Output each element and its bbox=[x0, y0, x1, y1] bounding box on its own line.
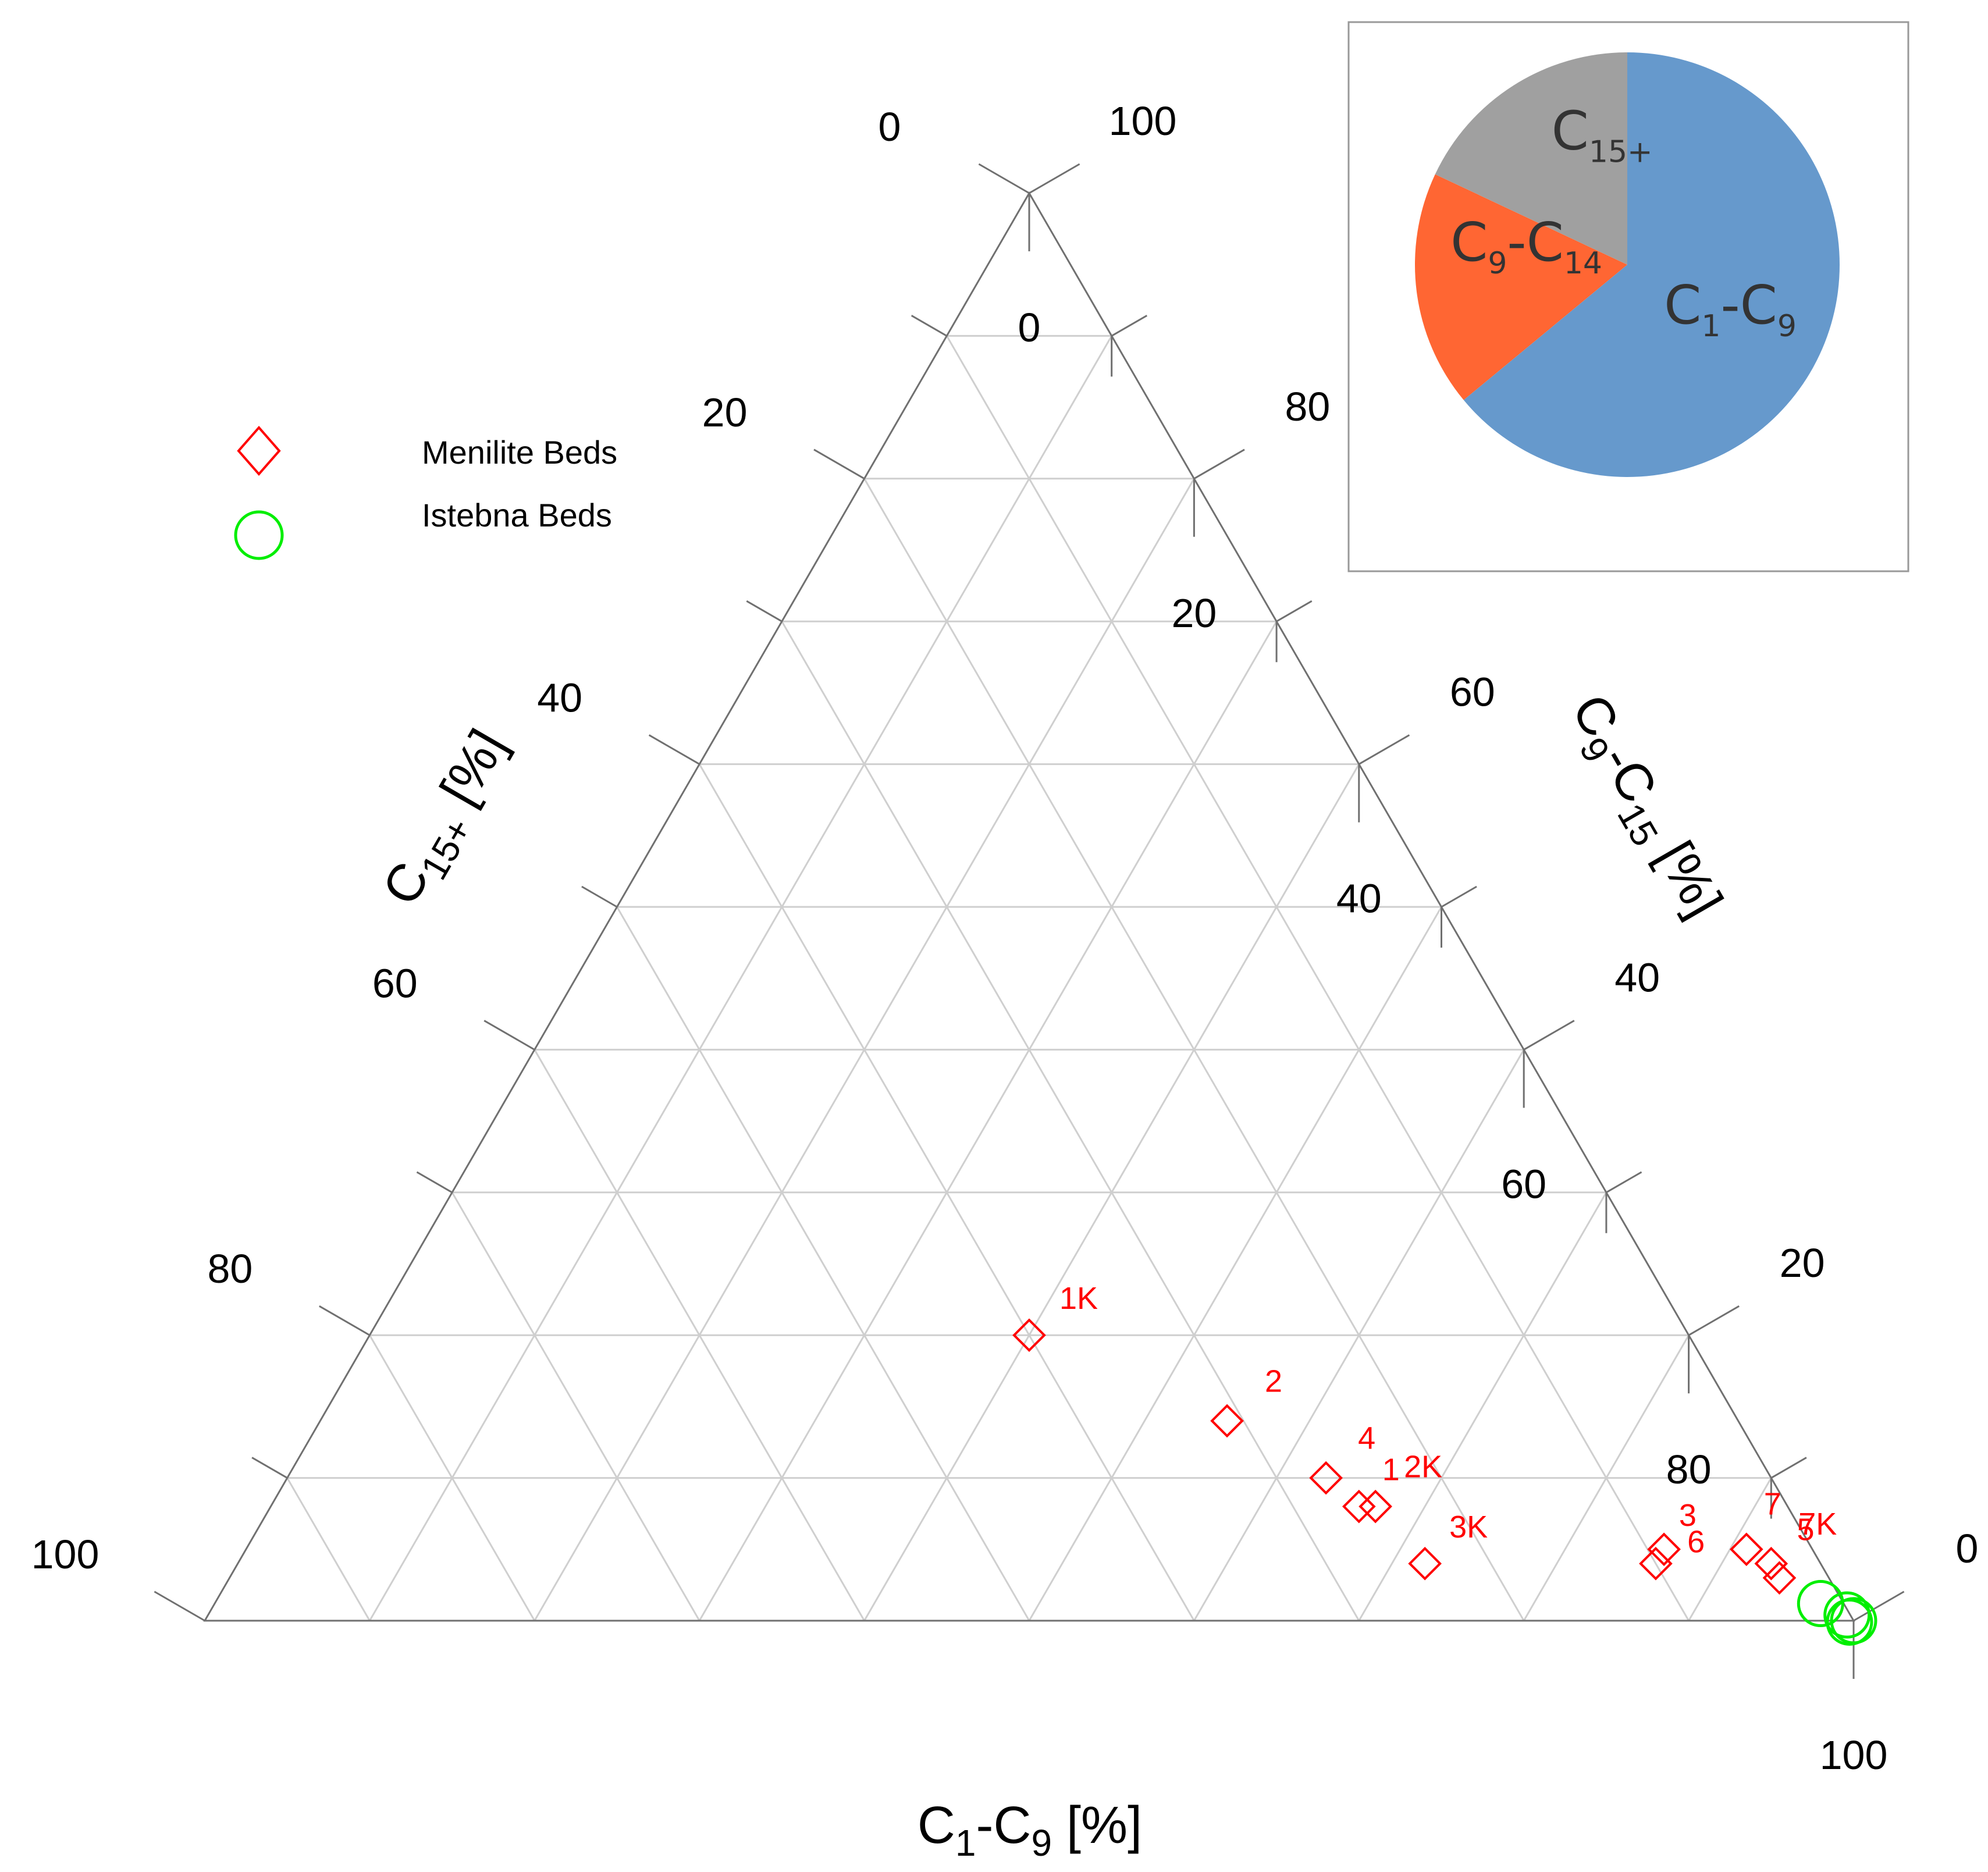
grid-line-c15 bbox=[369, 1334, 536, 1621]
pie-slices bbox=[1415, 52, 1840, 478]
legend-label-menilite: Menilite Beds bbox=[422, 434, 617, 471]
left-tick bbox=[581, 885, 618, 908]
left-tick bbox=[978, 163, 1030, 194]
left-tick-label: 40 bbox=[537, 675, 582, 721]
grid-line-c1c9 bbox=[1193, 1049, 1525, 1621]
right-tick bbox=[1441, 885, 1477, 908]
right-tick bbox=[1853, 1590, 1905, 1622]
pie-slice bbox=[1415, 174, 1627, 400]
grid-line-c15 bbox=[534, 1049, 865, 1621]
legend-circle-marker bbox=[234, 510, 284, 560]
grid-line-c1c9 bbox=[1358, 1192, 1608, 1621]
left-tick bbox=[813, 449, 865, 480]
right-tick bbox=[1523, 1020, 1575, 1051]
istebna-point bbox=[1797, 1580, 1844, 1628]
left-tick bbox=[319, 1305, 371, 1336]
pie-slice-label: C15+ bbox=[1552, 99, 1653, 169]
point-label: 2 bbox=[1265, 1364, 1282, 1398]
left-tick bbox=[483, 1020, 535, 1051]
pie-labels: C1-C9 C9-C14 C15+ bbox=[1450, 99, 1797, 344]
grid-line-c15 bbox=[781, 621, 1360, 1621]
point-label: 3 bbox=[1679, 1498, 1697, 1533]
left-tick-label: 0 bbox=[879, 104, 901, 150]
bottom-axis-title: C1-C9 [%] bbox=[917, 1796, 1142, 1864]
right-tick-label: 0 bbox=[1956, 1526, 1979, 1571]
pie-slice-label: C9-C14 bbox=[1450, 211, 1602, 281]
point-label: 5 bbox=[1797, 1512, 1814, 1547]
bottom-tick-label: 0 bbox=[1018, 305, 1041, 350]
legend-diamond-marker bbox=[237, 425, 281, 476]
point-label: 1K bbox=[1059, 1281, 1098, 1316]
left-tick bbox=[648, 734, 700, 765]
left-tick-label: 100 bbox=[31, 1532, 99, 1577]
menilite-point bbox=[1762, 1561, 1797, 1595]
right-tick bbox=[1029, 163, 1080, 194]
menilite-point bbox=[1210, 1404, 1244, 1438]
grid-line-c15 bbox=[616, 906, 1030, 1621]
bottom-tick-label: 80 bbox=[1666, 1447, 1712, 1492]
right-tick-label: 40 bbox=[1614, 955, 1660, 1000]
right-tick bbox=[1111, 315, 1148, 337]
grid-line-c15 bbox=[286, 1477, 371, 1621]
bottom-tick-label: 20 bbox=[1171, 590, 1217, 636]
point-label: 3K bbox=[1449, 1510, 1488, 1544]
pie-slice-label: C1-C9 bbox=[1664, 274, 1797, 344]
right-tick-label: 20 bbox=[1780, 1240, 1825, 1286]
legend-label-istebna: Istebna Beds bbox=[422, 497, 612, 533]
right-tick bbox=[1193, 449, 1245, 480]
grid-line-c1c9 bbox=[698, 621, 1278, 1621]
left-tick-label: 80 bbox=[207, 1246, 252, 1291]
point-label: 7K bbox=[1798, 1507, 1837, 1542]
menilite-point bbox=[1309, 1461, 1343, 1495]
menilite-point bbox=[1358, 1489, 1392, 1524]
grid-line-c15 bbox=[946, 335, 1690, 1621]
right-tick-label: 100 bbox=[1109, 98, 1177, 144]
right-axis-title: C9-C15 [%] bbox=[1552, 685, 1733, 931]
menilite-point bbox=[1408, 1547, 1442, 1581]
menilite-point bbox=[1012, 1318, 1046, 1353]
right-tick bbox=[1688, 1305, 1740, 1336]
left-tick bbox=[416, 1171, 453, 1194]
left-tick-label: 20 bbox=[702, 390, 748, 435]
menilite-point bbox=[1754, 1547, 1788, 1581]
right-tick bbox=[1770, 1457, 1807, 1479]
menilite-point bbox=[1639, 1547, 1673, 1581]
point-label: 2K bbox=[1404, 1450, 1442, 1485]
legend: Menilite Beds Istebna Beds bbox=[234, 425, 617, 560]
bottom-tick-label: 100 bbox=[1820, 1732, 1888, 1778]
menilite-point bbox=[1729, 1532, 1763, 1567]
tick-labels: 0 20 40 60 80 100 100 80 60 40 20 0 0 20 40 60 80 100 bbox=[31, 98, 1979, 1778]
grid-lines bbox=[286, 334, 1772, 1621]
right-tick bbox=[1606, 1171, 1642, 1194]
left-axis-title: C15+ [%] bbox=[372, 720, 526, 920]
point-label: 7 bbox=[1764, 1486, 1781, 1521]
bottom-tick-label: 60 bbox=[1501, 1161, 1546, 1207]
point-label: 6 bbox=[1687, 1524, 1705, 1559]
point-label: 1 bbox=[1382, 1453, 1400, 1487]
menilite-point bbox=[1647, 1532, 1681, 1567]
left-tick-label: 60 bbox=[372, 960, 418, 1006]
left-tick bbox=[251, 1457, 288, 1479]
tick-marks bbox=[154, 163, 1905, 1679]
grid-line-c1c9 bbox=[1523, 1334, 1690, 1621]
menilite-point bbox=[1342, 1489, 1376, 1524]
istebna-point bbox=[1830, 1597, 1877, 1645]
right-tick bbox=[1276, 600, 1313, 622]
grid-line-c15 bbox=[451, 1192, 700, 1621]
grid-line-c1c9 bbox=[369, 335, 1112, 1621]
grid-line-c1c9 bbox=[1028, 906, 1442, 1621]
pie-slice bbox=[1463, 52, 1840, 478]
left-tick bbox=[154, 1590, 205, 1622]
left-tick bbox=[911, 315, 948, 337]
pie-inset: C1-C9 C9-C14 C15+ bbox=[1347, 21, 1909, 572]
right-tick-label: 80 bbox=[1285, 384, 1330, 429]
pie-slice bbox=[1435, 52, 1627, 265]
point-label: 4 bbox=[1358, 1421, 1375, 1456]
right-tick-label: 60 bbox=[1450, 670, 1495, 715]
left-tick bbox=[746, 600, 783, 622]
bottom-tick-label: 40 bbox=[1336, 876, 1382, 921]
right-tick bbox=[1358, 734, 1410, 765]
